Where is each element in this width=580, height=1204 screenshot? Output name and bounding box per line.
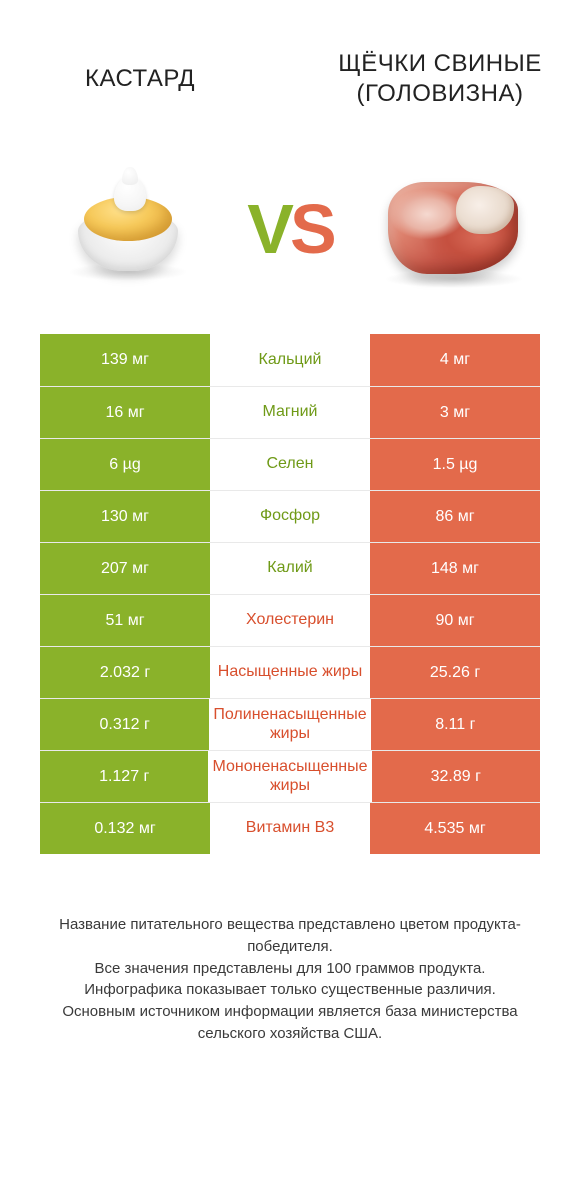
footer-line-1: Название питательного вещества представл… <box>30 914 550 958</box>
value-left: 130 мг <box>40 491 210 542</box>
nutrient-label: Селен <box>210 439 370 490</box>
image-left <box>40 154 215 304</box>
table-row: 2.032 гНасыщенные жиры25.26 г <box>40 646 540 698</box>
value-left: 51 мг <box>40 595 210 646</box>
table-row: 16 мгМагний3 мг <box>40 386 540 438</box>
table-row: 139 мгКальций4 мг <box>40 334 540 386</box>
value-right: 32.89 г <box>372 751 540 802</box>
value-left: 16 мг <box>40 387 210 438</box>
footer-line-4: Основным источником информации является … <box>30 1001 550 1045</box>
image-right <box>365 154 540 304</box>
pork-illustration <box>378 164 528 294</box>
value-right: 8.11 г <box>371 699 540 750</box>
value-left: 0.132 мг <box>40 803 210 854</box>
nutrient-label: Холестерин <box>210 595 370 646</box>
nutrient-label: Магний <box>210 387 370 438</box>
value-right: 25.26 г <box>370 647 540 698</box>
table-row: 0.132 мгВитамин B34.535 мг <box>40 802 540 854</box>
value-right: 4.535 мг <box>370 803 540 854</box>
vs-label: VS <box>235 194 345 264</box>
table-row: 130 мгФосфор86 мг <box>40 490 540 542</box>
nutrient-label: Полиненасыщенные жиры <box>209 699 370 750</box>
table-row: 207 мгКалий148 мг <box>40 542 540 594</box>
header: КАСТАРД ЩЁЧКИ СВИНЫЕ (ГОЛОВИЗНА) <box>0 0 580 144</box>
table-row: 1.127 гМононенасыщенные жиры32.89 г <box>40 750 540 802</box>
comparison-table: 139 мгКальций4 мг16 мгМагний3 мг6 µgСеле… <box>40 334 540 854</box>
footer-line-3: Инфографика показывает только существенн… <box>30 979 550 1001</box>
value-left: 1.127 г <box>40 751 208 802</box>
value-right: 1.5 µg <box>370 439 540 490</box>
nutrient-label: Калий <box>210 543 370 594</box>
title-left: КАСТАРД <box>85 65 195 93</box>
table-row: 51 мгХолестерин90 мг <box>40 594 540 646</box>
nutrient-label: Кальций <box>210 334 370 386</box>
value-right: 4 мг <box>370 334 540 386</box>
value-left: 6 µg <box>40 439 210 490</box>
vs-v: V <box>247 190 290 268</box>
header-right: ЩЁЧКИ СВИНЫЕ (ГОЛОВИЗНА) <box>320 24 560 134</box>
title-right: ЩЁЧКИ СВИНЫЕ (ГОЛОВИЗНА) <box>320 49 560 109</box>
value-right: 3 мг <box>370 387 540 438</box>
table-row: 6 µgСелен1.5 µg <box>40 438 540 490</box>
value-left: 139 мг <box>40 334 210 386</box>
nutrient-label: Мононенасыщенные жиры <box>208 751 371 802</box>
value-left: 2.032 г <box>40 647 210 698</box>
custard-illustration <box>68 169 188 289</box>
value-left: 207 мг <box>40 543 210 594</box>
images-row: VS <box>0 144 580 334</box>
nutrient-label: Насыщенные жиры <box>210 647 370 698</box>
table-row: 0.312 гПолиненасыщенные жиры8.11 г <box>40 698 540 750</box>
footer-line-2: Все значения представлены для 100 граммо… <box>30 958 550 980</box>
header-spacer <box>260 24 320 134</box>
vs-s: S <box>290 190 333 268</box>
value-right: 148 мг <box>370 543 540 594</box>
value-left: 0.312 г <box>40 699 209 750</box>
header-left: КАСТАРД <box>20 24 260 134</box>
nutrient-label: Витамин B3 <box>210 803 370 854</box>
nutrient-label: Фосфор <box>210 491 370 542</box>
footer: Название питательного вещества представл… <box>30 914 550 1045</box>
value-right: 90 мг <box>370 595 540 646</box>
value-right: 86 мг <box>370 491 540 542</box>
